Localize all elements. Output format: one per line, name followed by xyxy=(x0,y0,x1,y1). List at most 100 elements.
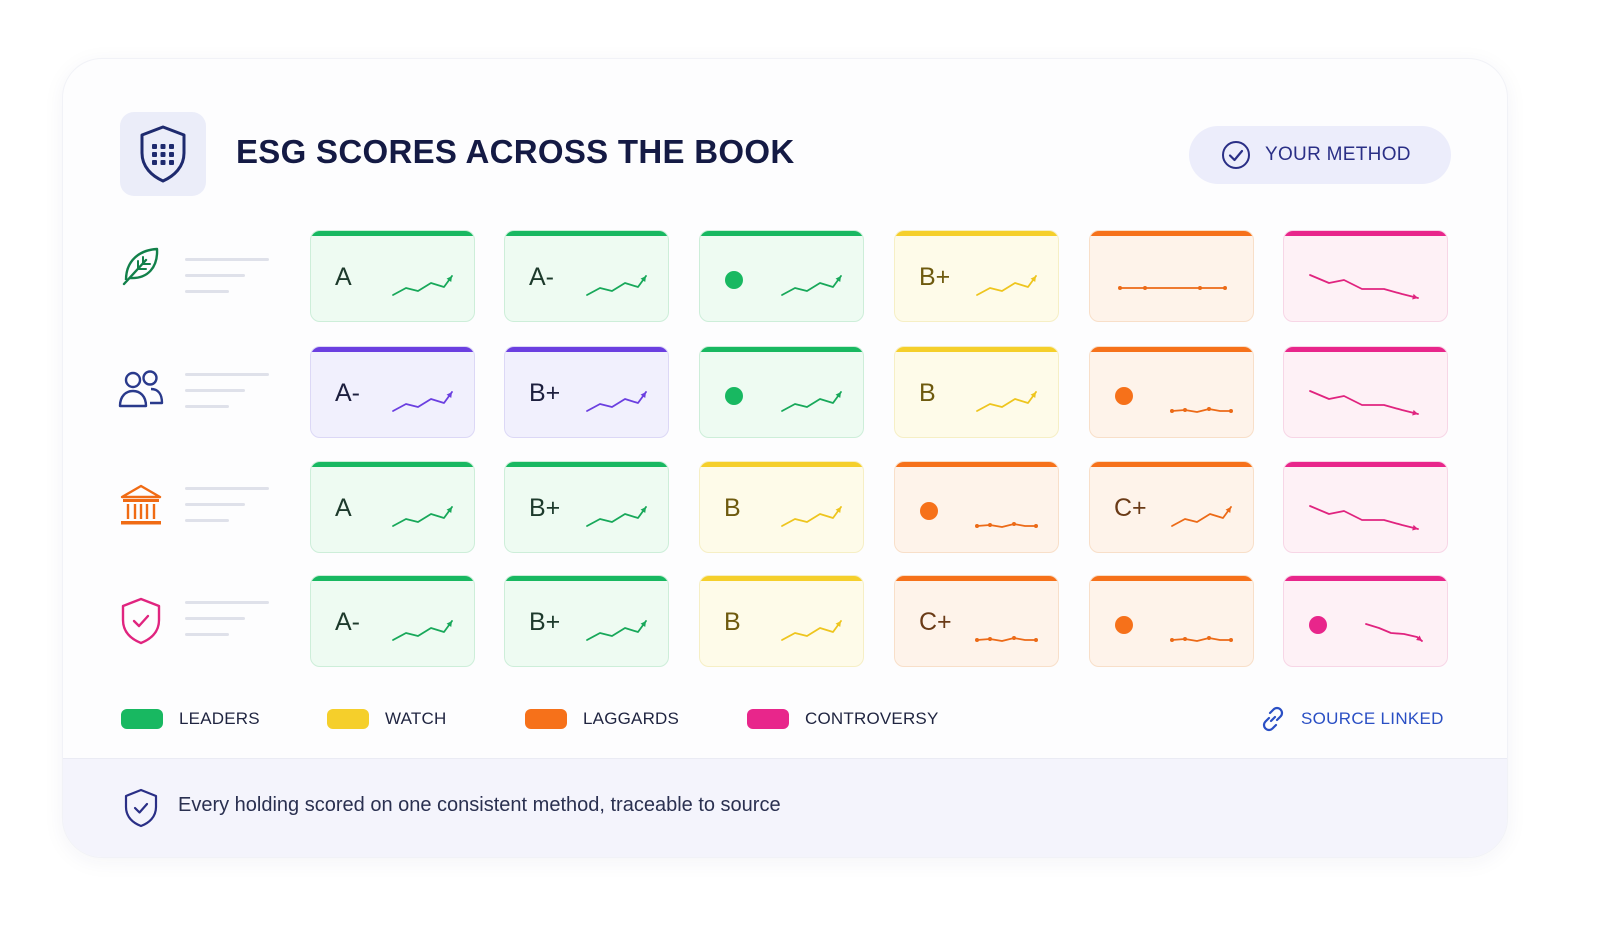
status-bar xyxy=(700,462,863,467)
status-bar xyxy=(1284,347,1447,352)
status-bar xyxy=(895,347,1058,352)
score-cell[interactable]: A- xyxy=(504,230,669,322)
leaf-icon xyxy=(122,247,159,286)
controversy-swatch xyxy=(747,709,789,729)
trend-sparkline xyxy=(976,275,1037,296)
status-bar xyxy=(311,231,474,236)
check-circle-icon xyxy=(1222,141,1250,169)
grade-label: C+ xyxy=(1114,494,1147,522)
status-bar xyxy=(311,462,474,467)
status-bar xyxy=(1284,231,1447,236)
score-cell[interactable]: B+ xyxy=(504,346,669,438)
status-bar xyxy=(1090,576,1253,581)
score-cell[interactable]: C+ xyxy=(1089,461,1254,553)
status-bar xyxy=(700,576,863,581)
shield-grid-icon xyxy=(140,125,186,183)
shield-check-icon xyxy=(121,597,161,645)
trend-sparkline xyxy=(781,275,842,296)
score-cell[interactable] xyxy=(1283,346,1448,438)
social-row-label-placeholder xyxy=(185,373,269,413)
environment-row-label-placeholder xyxy=(185,258,269,298)
trend-sparkline xyxy=(1171,506,1232,527)
score-cell[interactable]: B+ xyxy=(504,461,669,553)
status-dot xyxy=(725,271,743,289)
score-cell[interactable]: B+ xyxy=(894,230,1059,322)
watch-swatch xyxy=(327,709,369,729)
trend-sparkline xyxy=(781,391,842,412)
source-linked-label: SOURCE LINKED xyxy=(1301,709,1444,728)
score-cell[interactable]: B xyxy=(699,575,864,667)
score-cell[interactable] xyxy=(1283,461,1448,553)
source-linked-link[interactable]: SOURCE LINKED xyxy=(1259,705,1444,733)
link-icon xyxy=(1262,706,1284,732)
page-title: ESG SCORES ACROSS THE BOOK xyxy=(236,133,795,170)
score-cell[interactable] xyxy=(699,230,864,322)
score-cell[interactable]: B xyxy=(699,461,864,553)
status-dot xyxy=(1309,616,1327,634)
status-bar xyxy=(505,462,668,467)
score-cell[interactable]: A xyxy=(310,461,475,553)
trend-sparkline xyxy=(586,620,647,641)
your-method-button[interactable]: YOUR METHOD xyxy=(1189,126,1451,184)
legend-watch: WATCH xyxy=(327,709,446,729)
status-bar xyxy=(1284,576,1447,581)
trend-sparkline xyxy=(781,620,842,641)
score-cell[interactable]: B+ xyxy=(504,575,669,667)
legend-controversy: CONTROVERSY xyxy=(747,709,939,729)
score-cell[interactable] xyxy=(1283,230,1448,322)
score-cell[interactable] xyxy=(1283,575,1448,667)
legend-controversy-label: CONTROVERSY xyxy=(805,709,939,728)
score-cell[interactable]: A- xyxy=(310,346,475,438)
app-logo xyxy=(120,112,206,196)
trend-sparkline xyxy=(976,391,1037,412)
status-bar xyxy=(311,576,474,581)
grade-label: A- xyxy=(529,263,554,291)
score-cell[interactable]: C+ xyxy=(894,575,1059,667)
score-cell[interactable]: B xyxy=(894,346,1059,438)
trend-sparkline xyxy=(586,275,647,296)
trend-sparkline xyxy=(1309,390,1419,416)
grade-label: A xyxy=(335,263,352,291)
legend-leaders: LEADERS xyxy=(121,709,260,729)
footer-text: Every holding scored on one consistent m… xyxy=(178,794,781,816)
trend-sparkline xyxy=(586,391,647,412)
score-cell[interactable] xyxy=(1089,230,1254,322)
grade-label: A xyxy=(335,494,352,522)
trend-sparkline xyxy=(1309,505,1419,531)
trend-sparkline xyxy=(1309,274,1419,300)
footer-banner: Every holding scored on one consistent m… xyxy=(63,758,1507,857)
trend-sparkline xyxy=(392,275,453,296)
compliance-row-label-placeholder xyxy=(185,601,269,641)
legend-laggards: LAGGARDS xyxy=(525,709,679,729)
trend-sparkline xyxy=(392,391,453,412)
score-cell[interactable] xyxy=(1089,575,1254,667)
governance-row-label-placeholder xyxy=(185,487,269,527)
grade-label: B+ xyxy=(529,608,561,636)
shield-check-icon xyxy=(124,788,158,828)
trend-sparkline xyxy=(1365,623,1423,642)
compliance-row-icon xyxy=(115,595,167,647)
legend-watch-label: WATCH xyxy=(385,709,447,728)
score-cell[interactable] xyxy=(894,461,1059,553)
status-bar xyxy=(895,231,1058,236)
status-bar xyxy=(1090,231,1253,236)
grade-label: B+ xyxy=(919,263,951,291)
score-cell[interactable] xyxy=(699,346,864,438)
status-bar xyxy=(505,576,668,581)
trend-sparkline xyxy=(1170,407,1233,413)
esg-scores-card: ESG SCORES ACROSS THE BOOK YOUR METHOD xyxy=(62,58,1508,858)
legend-leaders-label: LEADERS xyxy=(179,709,260,728)
leaders-swatch xyxy=(121,709,163,729)
score-cell[interactable]: A xyxy=(310,230,475,322)
trend-sparkline xyxy=(392,506,453,527)
grade-label: B+ xyxy=(529,494,561,522)
your-method-label: YOUR METHOD xyxy=(1265,144,1411,165)
trend-sparkline xyxy=(1170,636,1233,642)
governance-row-icon xyxy=(115,479,167,531)
score-cell[interactable] xyxy=(1089,346,1254,438)
grade-label: A- xyxy=(335,608,360,636)
grade-label: B xyxy=(724,494,741,522)
grade-label: C+ xyxy=(919,608,952,636)
score-cell[interactable]: A- xyxy=(310,575,475,667)
trend-sparkline xyxy=(781,506,842,527)
